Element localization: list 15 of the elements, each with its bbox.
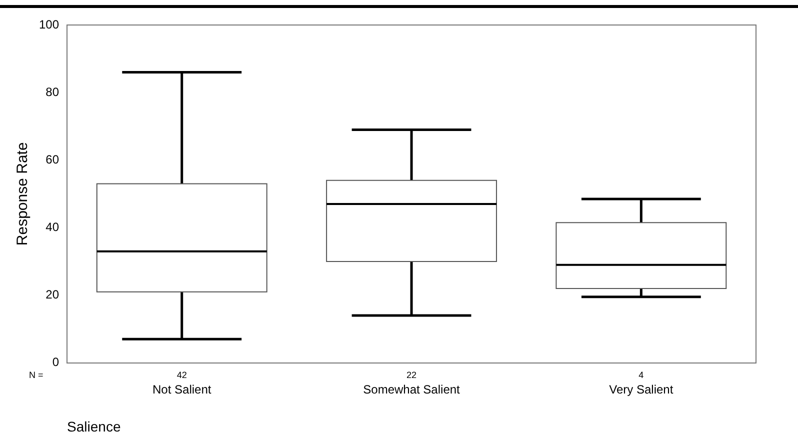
x-tick-label: Not Salient — [152, 382, 212, 396]
text: 4 — [638, 370, 644, 380]
y-tick-label: 40 — [46, 220, 60, 234]
text: 22 — [406, 370, 417, 380]
text: 42 — [176, 370, 187, 380]
text: N = — [29, 370, 44, 380]
x-tick-label: Very Salient — [609, 382, 674, 396]
y-tick-label: 20 — [46, 288, 60, 302]
x-tick-label: Somewhat Salient — [363, 382, 461, 396]
y-tick-label: 60 — [46, 152, 60, 166]
x-axis-title: Salience — [67, 418, 121, 434]
y-tick-label: 80 — [46, 84, 60, 99]
y-tick-label: 100 — [38, 17, 60, 32]
y-axis-title: Response Rate — [14, 142, 32, 246]
y-tick-label: 0 — [52, 355, 60, 370]
